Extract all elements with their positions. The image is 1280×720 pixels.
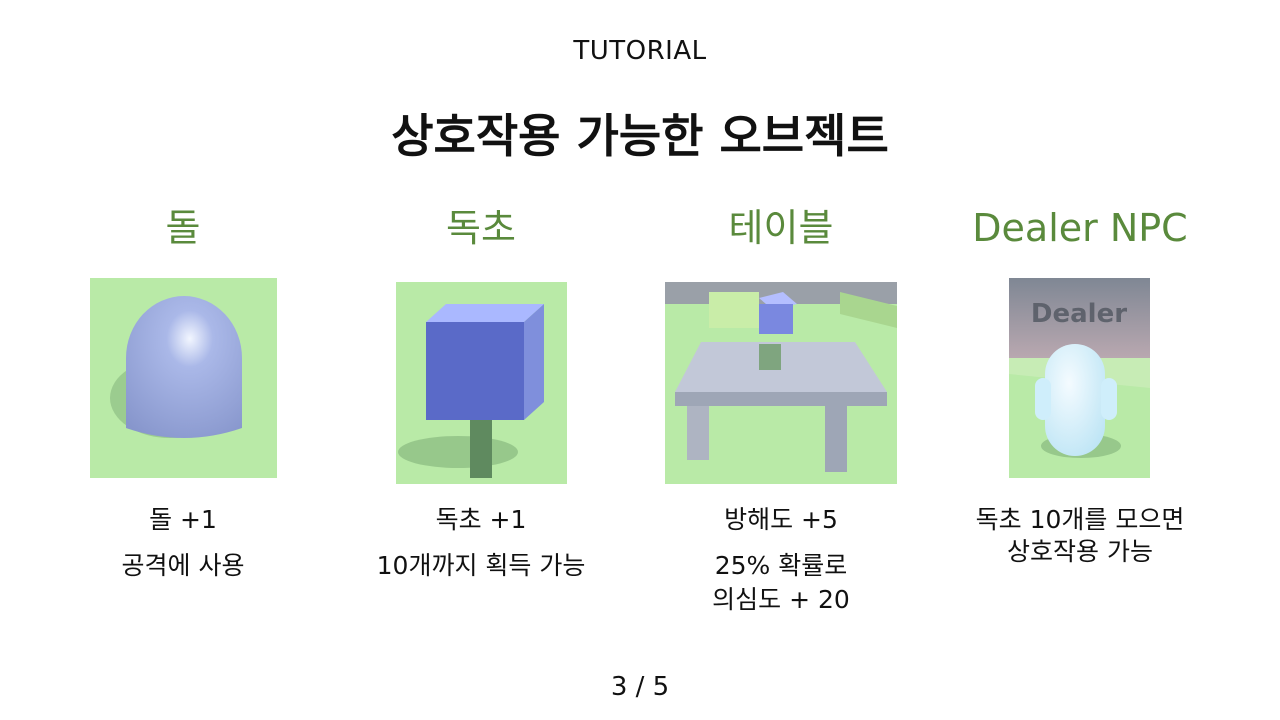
dealer-sign-text: Dealer	[1031, 299, 1127, 329]
item-name-stone: 돌	[165, 206, 201, 250]
tutorial-label: TUTORIAL	[573, 36, 707, 66]
herb-image	[396, 282, 567, 484]
item-column-stone: 돌	[33, 200, 333, 256]
table-desc-line1: 방해도 +5	[724, 505, 838, 534]
table-image	[665, 282, 897, 484]
page-title: 상호작용 가능한 오브젝트	[391, 109, 889, 163]
dealer-npc-image: Dealer	[1009, 278, 1150, 478]
table-desc-line3: 의심도 + 20	[712, 585, 850, 614]
item-name-dealer: Dealer NPC	[972, 206, 1188, 250]
page-indicator: 3 / 5	[610, 672, 670, 702]
item-column-herb: 독초	[331, 200, 631, 256]
stone-desc-line2: 공격에 사용	[121, 551, 245, 580]
stone-desc-line1: 돌 +1	[149, 505, 217, 534]
dealer-desc-line1: 독초 10개를 모으면	[975, 505, 1185, 534]
item-column-table: 테이블	[631, 200, 931, 256]
item-name-herb: 독초	[446, 206, 516, 250]
dealer-desc-line2: 상호작용 가능	[1007, 537, 1153, 566]
stone-image	[90, 278, 277, 478]
item-name-table: 테이블	[728, 206, 834, 250]
table-desc-line2: 25% 확률로	[714, 551, 848, 580]
item-column-dealer: Dealer NPC	[930, 200, 1230, 256]
herb-desc-line1: 독초 +1	[435, 505, 527, 534]
herb-desc-line2: 10개까지 획득 가능	[376, 551, 586, 580]
